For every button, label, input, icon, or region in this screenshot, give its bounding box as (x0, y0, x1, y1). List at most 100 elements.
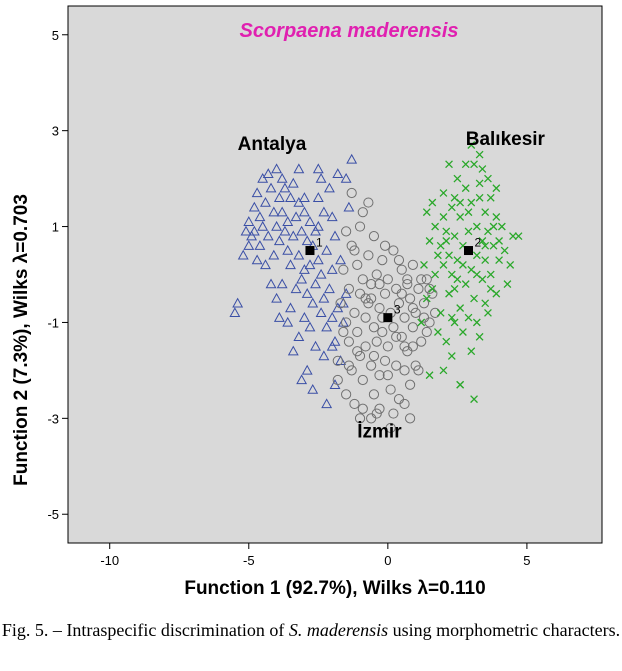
data-point (301, 288, 313, 298)
data-point (447, 313, 456, 322)
data-point (382, 274, 393, 285)
data-point (439, 261, 448, 269)
data-point (379, 288, 391, 299)
data-point (436, 308, 445, 317)
data-point (416, 274, 427, 285)
data-point (470, 395, 478, 404)
data-point (260, 196, 271, 207)
data-point (357, 274, 368, 285)
data-point (467, 347, 476, 356)
data-point (402, 274, 413, 285)
data-point (310, 225, 321, 236)
data-point (430, 307, 441, 318)
data-point (354, 413, 366, 424)
data-point (326, 264, 338, 274)
data-point (363, 197, 374, 208)
data-point (248, 201, 260, 212)
data-point (307, 297, 319, 308)
data-point (338, 264, 349, 275)
data-point (323, 283, 335, 294)
data-point (298, 192, 310, 202)
data-point (360, 341, 371, 352)
data-point (425, 237, 434, 245)
x-tick-label: -5 (243, 553, 255, 568)
data-point (453, 275, 462, 284)
centroid-label: 2 (475, 236, 482, 250)
data-point (276, 206, 288, 217)
data-point (296, 374, 308, 385)
data-point (410, 307, 421, 318)
data-point (447, 352, 456, 360)
data-point (265, 182, 277, 193)
data-point (298, 206, 310, 217)
data-point (346, 187, 357, 199)
data-point (257, 172, 269, 183)
data-point (470, 160, 478, 169)
data-point (276, 278, 288, 289)
data-point (404, 293, 416, 304)
data-point (321, 321, 333, 332)
data-point (321, 398, 333, 409)
data-point (433, 328, 442, 336)
data-point (318, 350, 330, 361)
data-point (332, 355, 343, 366)
data-point (442, 337, 451, 346)
data-point (335, 298, 346, 309)
data-point (459, 328, 467, 336)
data-point (343, 360, 355, 371)
data-point (422, 294, 431, 303)
plot-area (67, 5, 603, 544)
data-point (368, 322, 380, 333)
data-point (341, 389, 352, 400)
data-point (296, 225, 308, 236)
data-point (450, 318, 459, 327)
data-point (366, 360, 377, 371)
data-point (349, 398, 360, 410)
data-point (282, 316, 294, 327)
data-point (296, 273, 308, 284)
centroid-label: 1 (316, 236, 323, 250)
data-point (464, 227, 473, 236)
data-point (404, 413, 416, 424)
y-tick-label: 5 (52, 28, 59, 43)
data-point (248, 225, 260, 236)
data-point (312, 192, 324, 202)
data-point (495, 237, 504, 245)
data-point (428, 284, 437, 293)
data-point (413, 365, 424, 376)
points-layer (229, 141, 523, 434)
data-point (326, 312, 338, 322)
data-point (445, 160, 453, 169)
data-point (399, 312, 410, 323)
data-point (276, 172, 288, 183)
data-point (315, 307, 327, 318)
data-point (357, 374, 368, 386)
data-point (413, 283, 424, 294)
data-point (382, 341, 393, 352)
data-point (254, 211, 266, 222)
data-point (287, 230, 299, 241)
data-point (332, 374, 343, 386)
data-point (318, 206, 330, 217)
data-point (425, 371, 434, 380)
data-point (279, 225, 291, 236)
data-point (442, 227, 451, 236)
data-point (271, 220, 283, 231)
data-point (393, 298, 405, 309)
data-point (232, 297, 244, 308)
data-point (396, 331, 407, 342)
caption-prefix: Fig. 5. – Intraspecific discrimination o… (1, 620, 289, 640)
data-point (268, 249, 280, 260)
data-point (357, 207, 368, 218)
data-point (229, 307, 241, 318)
data-point (489, 222, 498, 231)
data-point (484, 174, 492, 183)
data-point (265, 278, 277, 289)
data-point (349, 307, 360, 318)
series-label: Balıkesir (466, 129, 546, 150)
data-point (354, 350, 366, 362)
data-point (346, 153, 358, 164)
data-point (439, 189, 448, 197)
y-tick-label: -1 (47, 315, 59, 330)
data-point (450, 232, 459, 241)
